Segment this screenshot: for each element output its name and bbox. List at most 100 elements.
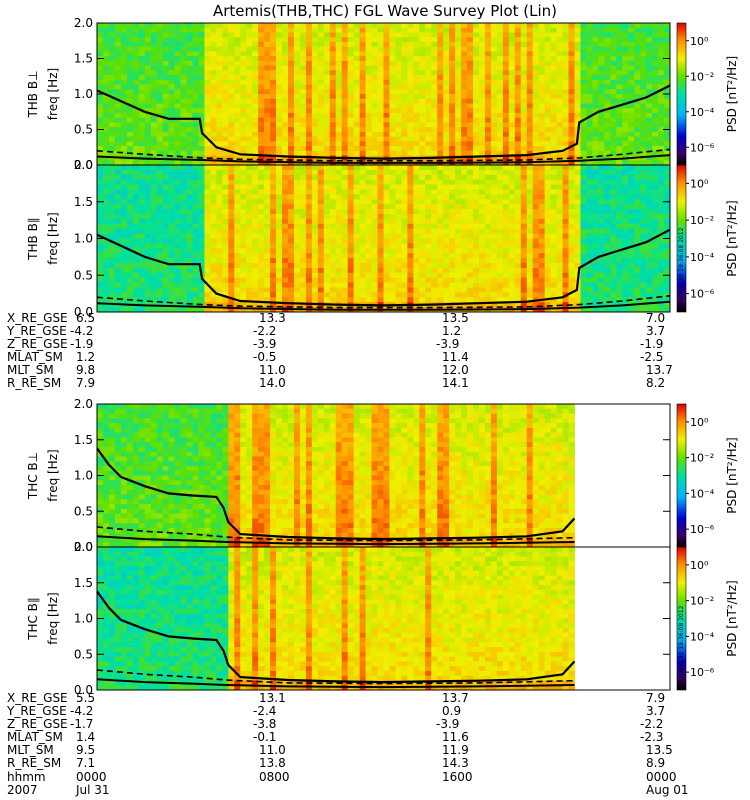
- heatmap-cell: [299, 194, 307, 200]
- heatmap-cell: [299, 41, 307, 48]
- heatmap-cell: [401, 174, 408, 181]
- heatmap-cell: [156, 117, 164, 123]
- heatmap-cell: [288, 75, 295, 81]
- heatmap-cell: [359, 228, 366, 234]
- heatmap-cell: [640, 94, 647, 100]
- heatmap-cell: [198, 131, 205, 137]
- heatmap-cell: [222, 103, 229, 109]
- heatmap-cell: [473, 37, 480, 43]
- fce-upper-curve: [96, 84, 671, 160]
- heatmap-cell: [317, 84, 325, 90]
- heatmap-cell: [610, 27, 617, 33]
- heatmap-cell: [425, 228, 432, 234]
- heatmap-cell: [461, 282, 468, 288]
- heatmap-cell: [616, 84, 623, 90]
- heatmap-cell: [132, 282, 140, 288]
- heatmap-cell: [353, 65, 361, 71]
- heatmap-cell: [437, 174, 444, 181]
- heatmap-cell: [365, 89, 372, 95]
- heatmap-cell: [610, 146, 617, 152]
- heatmap-cell: [168, 165, 175, 171]
- heatmap-cell: [305, 146, 313, 152]
- heatmap-cell: [162, 169, 170, 176]
- heatmap-cell: [359, 258, 366, 264]
- heatmap-cell: [383, 98, 390, 104]
- heatmap-cell: [598, 23, 605, 29]
- heatmap-cell: [610, 51, 617, 57]
- heatmap-cell: [473, 174, 480, 181]
- heatmap-cell: [270, 146, 277, 152]
- heatmap-cell: [562, 94, 569, 100]
- heatmap-cell: [413, 228, 420, 234]
- heatmap-cell: [282, 108, 289, 114]
- heatmap-cell: [496, 194, 504, 200]
- heatmap-cell: [389, 282, 396, 288]
- heatmap-cell: [401, 272, 408, 279]
- heatmap-cell: [204, 184, 211, 190]
- heatmap-cell: [246, 136, 253, 142]
- heatmap-cell: [413, 65, 420, 71]
- heatmap-cell: [490, 218, 498, 225]
- heatmap-cell: [168, 108, 175, 114]
- heatmap-cell: [389, 209, 396, 215]
- heatmap-cell: [467, 46, 474, 52]
- heatmap-cell: [162, 179, 170, 185]
- heatmap-cell: [270, 282, 277, 288]
- heatmap-cell: [174, 136, 181, 142]
- heatmap-cell: [371, 218, 378, 225]
- heatmap-cell: [431, 108, 438, 114]
- heatmap-cell: [377, 46, 384, 52]
- heatmap-cell: [180, 112, 187, 119]
- heatmap-cell: [97, 141, 104, 147]
- heatmap-cell: [234, 56, 241, 62]
- heatmap-cell: [132, 122, 140, 128]
- heatmap-cell: [431, 103, 438, 109]
- heatmap-cell: [192, 282, 199, 288]
- heatmap-cell: [174, 248, 181, 254]
- heatmap-cell: [646, 27, 653, 33]
- heatmap-cell: [216, 112, 223, 119]
- heatmap-cell: [479, 37, 486, 43]
- heatmap-cell: [479, 302, 486, 308]
- heatmap-cell: [132, 297, 140, 303]
- heatmap-cell: [395, 272, 402, 279]
- heatmap-cell: [341, 108, 349, 114]
- heatmap-cell: [222, 199, 229, 205]
- heatmap-cell: [395, 233, 402, 239]
- heatmap-cell: [431, 267, 438, 274]
- heatmap-cell: [598, 98, 605, 104]
- heatmap-cell: [574, 117, 581, 123]
- heatmap-cell: [473, 277, 480, 283]
- heatmap-cell: [114, 94, 122, 100]
- heatmap-cell: [97, 75, 104, 81]
- heatmap-cell: [282, 103, 289, 109]
- heatmap-cell: [252, 267, 259, 274]
- heatmap-cell: [276, 136, 283, 142]
- heatmap-cell: [568, 160, 575, 166]
- heatmap-cell: [234, 253, 241, 259]
- heatmap-cell: [120, 141, 128, 147]
- heatmap-cell: [455, 282, 462, 288]
- heatmap-cell: [288, 204, 295, 210]
- heatmap-cell: [502, 79, 510, 85]
- heatmap-cell: [502, 165, 510, 171]
- heatmap-cell: [264, 174, 271, 181]
- heatmap-cell: [180, 127, 187, 133]
- heatmap-cell: [246, 179, 253, 185]
- heatmap-cell: [246, 75, 253, 81]
- heatmap-cell: [210, 282, 217, 288]
- heatmap-cell: [156, 253, 164, 259]
- heatmap-cell: [664, 150, 671, 156]
- heatmap-cell: [526, 84, 534, 90]
- heatmap-cell: [138, 94, 146, 100]
- heatmap-cell: [502, 65, 510, 71]
- heatmap-cell: [102, 267, 110, 274]
- heatmap-cell: [473, 282, 480, 288]
- heatmap-cell: [114, 32, 122, 38]
- heatmap-cell: [174, 184, 181, 190]
- heatmap-cell: [383, 243, 390, 249]
- heatmap-cell: [479, 184, 486, 190]
- heatmap-cell: [204, 253, 211, 259]
- heatmap-cell: [210, 127, 217, 133]
- heatmap-cell: [288, 258, 295, 264]
